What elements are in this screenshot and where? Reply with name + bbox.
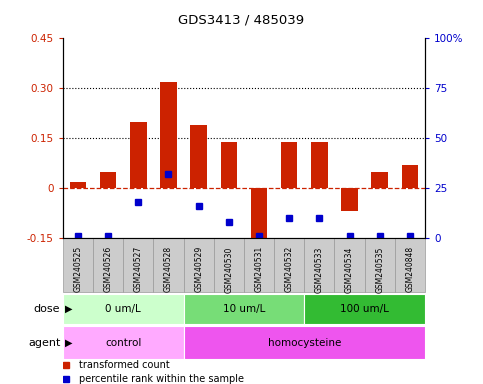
Bar [341,188,358,212]
Bar [70,182,86,188]
Bar [93,238,123,292]
Bar [184,294,304,324]
Bar [213,238,244,292]
Bar [160,82,177,188]
Bar [274,238,304,292]
Text: GSM240534: GSM240534 [345,246,354,293]
Bar [221,142,237,188]
Text: GSM240530: GSM240530 [224,246,233,293]
Bar [281,142,298,188]
Text: ▶: ▶ [65,338,73,348]
Bar [311,142,327,188]
Bar [130,122,146,188]
Text: GSM240532: GSM240532 [284,246,294,292]
Text: dose: dose [34,304,60,314]
Bar [304,294,425,324]
Bar [63,238,93,292]
Text: homocysteine: homocysteine [268,338,341,348]
Text: control: control [105,338,142,348]
Text: 0 um/L: 0 um/L [105,304,141,314]
Text: GDS3413 / 485039: GDS3413 / 485039 [178,14,305,27]
Bar [402,165,418,188]
Bar [123,238,154,292]
Text: GSM240527: GSM240527 [134,246,143,292]
Text: GSM240529: GSM240529 [194,246,203,292]
Bar [184,326,425,359]
Bar [244,238,274,292]
Bar [251,188,267,238]
Text: percentile rank within the sample: percentile rank within the sample [79,374,244,384]
Text: GSM240531: GSM240531 [255,246,264,292]
Bar [100,172,116,188]
Bar [184,238,213,292]
Bar [154,238,184,292]
Bar [63,294,184,324]
Bar [334,238,365,292]
Text: GSM240533: GSM240533 [315,246,324,293]
Text: ▶: ▶ [65,304,73,314]
Text: agent: agent [28,338,60,348]
Bar [190,125,207,188]
Bar [371,172,388,188]
Bar [304,238,334,292]
Bar [365,238,395,292]
Text: 10 um/L: 10 um/L [223,304,265,314]
Text: GSM240528: GSM240528 [164,246,173,292]
Text: transformed count: transformed count [79,360,170,370]
Bar [395,238,425,292]
Text: GSM240848: GSM240848 [405,246,414,292]
Text: GSM240525: GSM240525 [73,246,83,292]
Bar [63,326,184,359]
Text: GSM240526: GSM240526 [103,246,113,292]
Text: GSM240535: GSM240535 [375,246,384,293]
Text: 100 um/L: 100 um/L [340,304,389,314]
